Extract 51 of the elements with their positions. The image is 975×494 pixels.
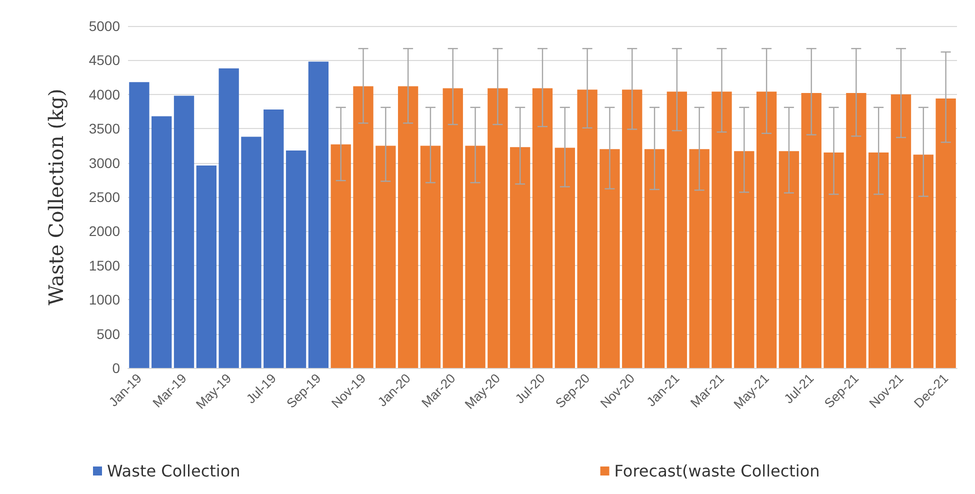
bar <box>644 149 665 368</box>
bar <box>308 62 329 368</box>
y-tick-label: 1500 <box>88 257 120 274</box>
bar <box>577 90 598 368</box>
bar <box>846 93 866 368</box>
y-tick-label: 5000 <box>88 18 120 34</box>
bar <box>824 152 844 368</box>
y-tick-label: 3500 <box>88 120 120 137</box>
y-axis-title: Waste Collection (kg) <box>44 88 68 306</box>
bar <box>174 96 194 368</box>
bar <box>488 88 508 368</box>
bar <box>330 144 351 368</box>
bar <box>600 149 620 368</box>
bar <box>778 151 800 368</box>
bar <box>756 92 777 368</box>
bar <box>196 166 216 368</box>
bar <box>712 92 732 368</box>
bar <box>442 88 463 368</box>
bar <box>241 136 262 368</box>
y-tick-label: 0 <box>112 360 120 376</box>
y-tick-label: 2000 <box>88 223 120 240</box>
bar <box>689 149 710 368</box>
bar <box>286 150 306 368</box>
bar <box>554 148 575 368</box>
bar <box>801 93 822 368</box>
bar <box>734 151 754 368</box>
bar <box>510 147 530 368</box>
legend-label: Forecast(waste Collection <box>614 462 820 480</box>
bar <box>218 68 239 368</box>
y-tick-label: 1000 <box>88 292 120 308</box>
y-tick-label: 3000 <box>88 154 120 171</box>
bar <box>622 90 642 368</box>
bar <box>890 94 912 368</box>
bar <box>666 92 688 368</box>
y-tick-label: 4500 <box>88 52 120 68</box>
bar <box>353 86 374 368</box>
bar <box>532 88 553 368</box>
bar <box>465 146 486 368</box>
bar <box>152 116 172 368</box>
bar <box>420 146 441 368</box>
y-tick-label: 4000 <box>88 86 120 102</box>
bar <box>398 86 418 368</box>
bar <box>129 82 150 368</box>
bar <box>868 152 889 368</box>
bar <box>376 146 396 368</box>
bar <box>913 154 934 368</box>
y-tick-label: 2500 <box>88 189 120 205</box>
legend-label: Waste Collection <box>107 462 240 480</box>
y-tick-label: 500 <box>96 326 120 342</box>
bar <box>264 109 284 368</box>
bar <box>936 98 956 368</box>
